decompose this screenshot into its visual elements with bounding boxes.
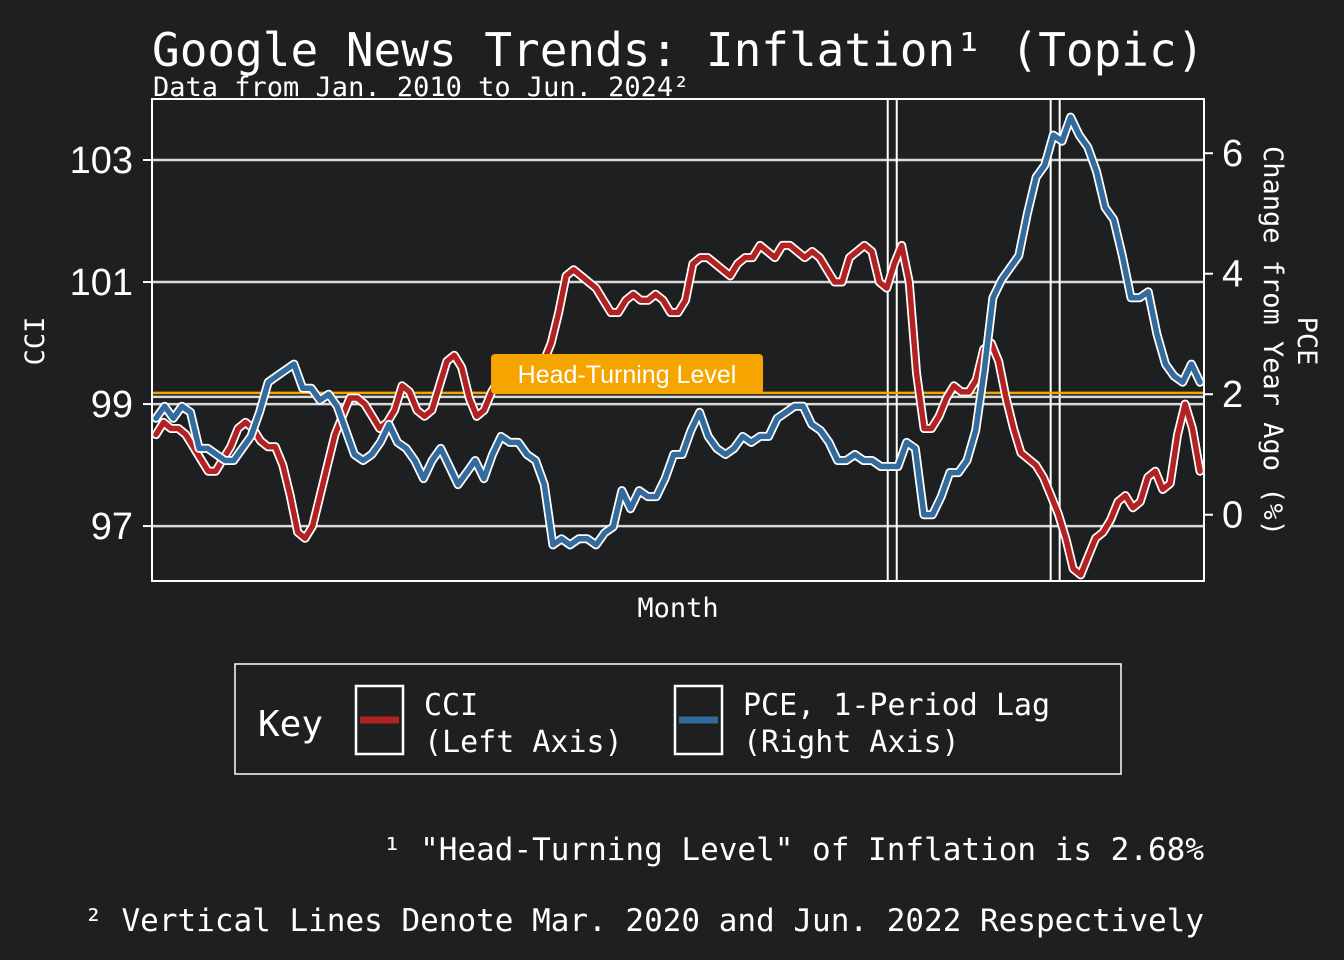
plot-border	[151, 98, 1205, 582]
reference-label-text: Head-Turning Level	[518, 361, 737, 389]
chart-title: Google News Trends: Inflation¹ (Topic)	[152, 23, 1204, 77]
reference-label-box	[491, 354, 763, 394]
gridlines	[152, 158, 1204, 528]
series-line-pce	[153, 114, 1203, 548]
reference-label: Head-Turning Level	[491, 354, 763, 394]
legend-key-box-cci	[354, 684, 405, 756]
left-tick-label: 99	[91, 384, 133, 426]
legend-label-cci-line1: CCI	[424, 688, 478, 723]
series-line-cci	[153, 242, 1203, 578]
right-axis-ticks: 0 2 4 6	[1204, 133, 1243, 537]
legend-label-cci-line2: (Left Axis)	[424, 725, 623, 760]
right-axis-title-line1: PCE	[1291, 317, 1322, 366]
right-tick-label: 2	[1222, 374, 1243, 416]
left-tick-label: 103	[70, 140, 133, 182]
left-tick-label: 97	[91, 506, 133, 548]
legend-label-pce-line1: PCE, 1-Period Lag	[743, 688, 1050, 723]
legend-title: Key	[258, 704, 323, 745]
series-lines	[151, 112, 1205, 580]
right-tick-label: 4	[1222, 254, 1243, 296]
legend-label-pce-line2: (Right Axis)	[743, 725, 960, 760]
caption-note-2: ² Vertical Lines Denote Mar. 2020 and Ju…	[84, 903, 1204, 939]
left-axis-title: CCI	[20, 317, 51, 366]
left-tick-label: 101	[70, 262, 133, 304]
right-tick-label: 0	[1222, 495, 1243, 537]
chart-subtitle: Data from Jan. 2010 to Jun. 2024²	[153, 72, 689, 103]
legend: Key CCI (Left Axis) PCE, 1-Period Lag (R…	[234, 663, 1122, 775]
x-axis-title: Month	[637, 593, 718, 624]
caption-note-1: ¹ "Head-Turning Level" of Inflation is 2…	[383, 832, 1205, 868]
left-axis-ticks: 97 99 101 103	[70, 140, 152, 548]
right-axis-title-line2: Change from Year Ago (%)	[1257, 146, 1288, 536]
legend-key-box-pce	[673, 684, 724, 756]
right-tick-label: 6	[1222, 133, 1243, 175]
